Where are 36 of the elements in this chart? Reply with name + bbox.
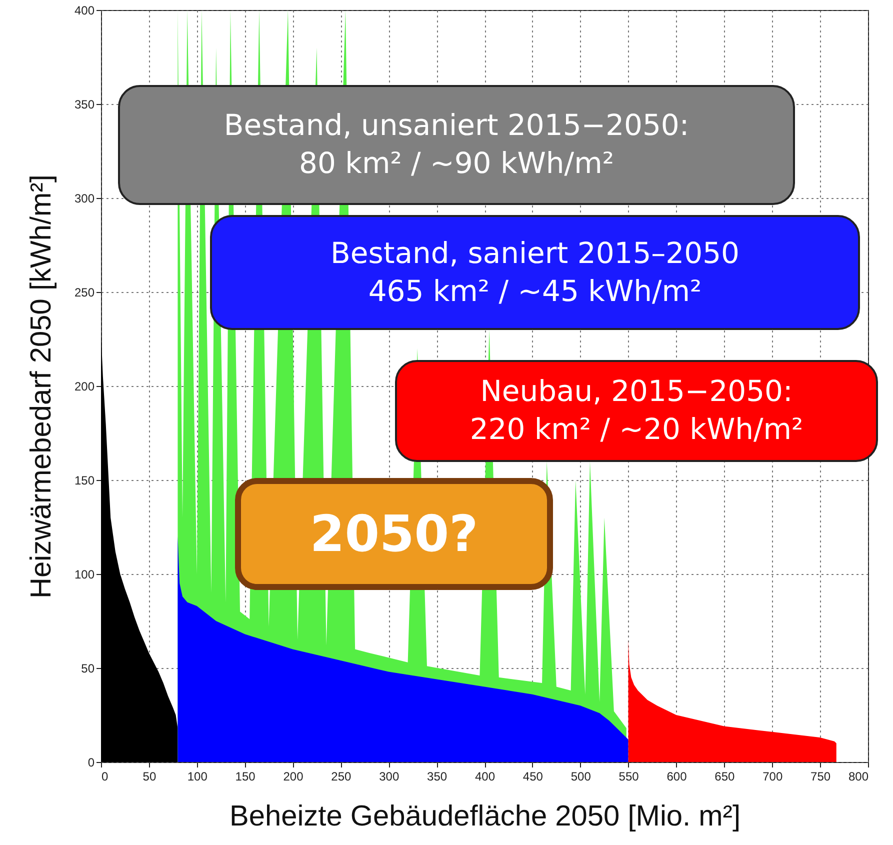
- x-tick-label: 0: [102, 770, 108, 784]
- y-tick-label: 150: [74, 474, 95, 488]
- x-tick-label: 750: [810, 770, 831, 784]
- x-tick-label: 550: [618, 770, 640, 784]
- x-tick-label: 250: [331, 770, 352, 784]
- y-tick-label: 100: [74, 568, 95, 582]
- x-tick-label: 800: [848, 770, 869, 784]
- x-tick-label: 450: [522, 770, 544, 784]
- x-tick-label: 300: [379, 770, 400, 784]
- annotation: Neubau, 2015−2050: 220 km² / ~20 kWh/m²: [470, 373, 804, 448]
- annotation: Bestand, saniert 2015–2050 465 km² / ~45 kWh/m²: [330, 234, 740, 310]
- y-tick-label: 300: [74, 192, 95, 206]
- x-tick-label: 600: [666, 770, 688, 784]
- callout-box: 2050?: [235, 478, 553, 590]
- x-tick-label: 100: [187, 770, 208, 784]
- x-axis-title: Beheizte Gebäudefläche 2050 [Mio. m²]: [229, 800, 741, 832]
- x-tick-label: 200: [283, 770, 304, 784]
- y-tick-label: 0: [88, 756, 95, 770]
- annotation: Bestand, unsaniert 2015−2050: 80 km² / ~90 kWh/m²: [224, 107, 690, 182]
- callout-box: Neubau, 2015−2050: 220 km² / ~20 kWh/m²: [395, 360, 878, 462]
- x-tick-label: 350: [427, 770, 448, 784]
- y-tick-label: 350: [74, 98, 95, 112]
- x-tick-label: 50: [142, 770, 156, 784]
- y-tick-label: 250: [74, 286, 95, 300]
- callout-box: Bestand, unsaniert 2015−2050: 80 km² / ~90 kWh/m²: [118, 85, 795, 205]
- x-tick-label: 400: [474, 770, 496, 784]
- y-tick-label: 400: [74, 4, 95, 18]
- x-tick-label: 500: [570, 770, 592, 784]
- x-tick-label: 150: [235, 770, 256, 784]
- annotation: 2050?: [310, 504, 478, 564]
- y-tick-label: 50: [81, 662, 95, 676]
- x-tick-label: 650: [714, 770, 736, 784]
- callout-box: Bestand, saniert 2015–2050 465 km² / ~45 kWh/m²: [210, 215, 860, 330]
- y-tick-label: 200: [74, 380, 95, 394]
- y-axis-title: Heizwärmebedarf 2050 [kWh/m²]: [25, 174, 58, 598]
- x-tick-label: 700: [762, 770, 783, 784]
